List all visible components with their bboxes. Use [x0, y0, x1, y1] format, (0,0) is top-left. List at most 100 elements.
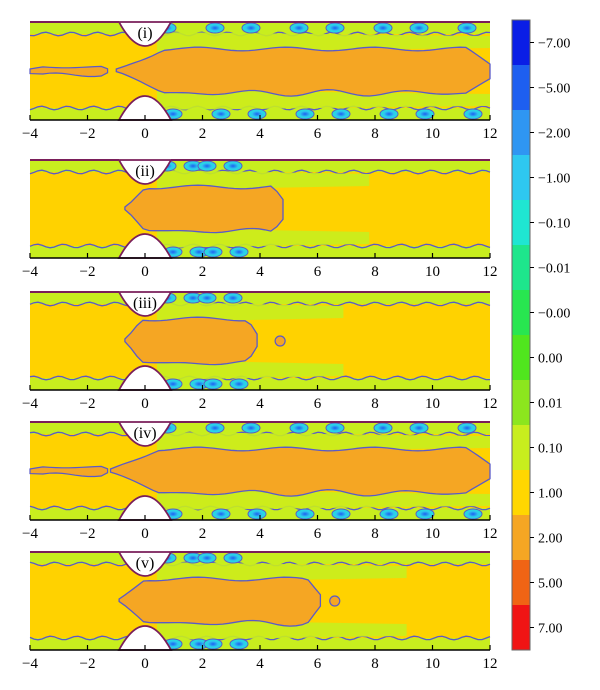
panel-label: (iv) [133, 425, 156, 442]
colorbar: −7.00 −5.00 −2.00 −1.00 −0.10 −0.01 −0.00 0.00 0… [511, 19, 570, 651]
vortex-top [197, 292, 217, 304]
core-region [115, 46, 491, 97]
vortex-bottom [203, 638, 223, 650]
colorbar-label: 0.00 [538, 352, 563, 367]
colorbar-segment [512, 20, 530, 66]
colorbar-segment [512, 560, 530, 606]
colorbar-label: 0.10 [538, 442, 563, 457]
contour-line-bottom [29, 243, 491, 249]
core-region [118, 576, 322, 627]
x-tick-label: 12 [483, 396, 498, 412]
x-tick-label: −4 [22, 656, 38, 672]
x-tick-label: −2 [80, 126, 96, 142]
colorbar-label: −0.00 [538, 307, 570, 322]
vortex-bottom [463, 108, 483, 120]
panel-4: (iv) −4 −2 0 2 4 6 8 10 12 [22, 421, 498, 542]
vortex-top [457, 22, 477, 34]
shear-band-bottom [157, 620, 407, 640]
x-tick-label: −4 [22, 264, 38, 280]
panels-group: (i) −4 −2 0 2 4 6 8 10 12 (ii) −4 −2 0 2 4 6 8 10 12 (iii) −4… [22, 21, 498, 672]
colorbar-segment [512, 335, 530, 381]
vortex-bottom [331, 108, 351, 120]
x-tick-label: −4 [22, 126, 38, 142]
x-tick-label: 2 [199, 126, 207, 142]
x-tick-label: −2 [80, 396, 96, 412]
x-tick-label: 8 [371, 526, 379, 542]
colorbar-segment [512, 515, 530, 561]
core-region [109, 446, 491, 497]
vortex-top [197, 552, 217, 564]
shear-band-top [157, 32, 490, 52]
shear-band-top [157, 432, 490, 452]
x-tick-label: 6 [314, 264, 322, 280]
x-tick-label: 2 [199, 526, 207, 542]
x-tick-label: 0 [141, 396, 149, 412]
colorbar-segment [512, 245, 530, 291]
vortex-top [325, 22, 345, 34]
x-tick-label: 12 [483, 526, 498, 542]
x-tick-label: 4 [256, 126, 264, 142]
colorbar-segment [512, 290, 530, 336]
vortex-bottom [211, 508, 231, 520]
vortex-top [289, 22, 309, 34]
panel-label: (ii) [135, 163, 155, 180]
vortex-top [241, 422, 261, 434]
detached-blob [329, 595, 341, 607]
vortex-bottom [295, 508, 315, 520]
shear-band-bottom [157, 90, 490, 110]
panel-label: (iii) [133, 295, 157, 312]
colorbar-label: 7.00 [538, 622, 563, 637]
x-tick-label: 6 [314, 126, 322, 142]
vortex-bottom [211, 108, 231, 120]
x-tick-label: 10 [425, 396, 440, 412]
shear-band-top [157, 562, 407, 582]
x-tick-label: 4 [256, 526, 264, 542]
wall-band-top [30, 292, 490, 304]
vortex-bottom [463, 508, 483, 520]
vortex-bottom [247, 108, 267, 120]
stenosis-bottom [117, 495, 173, 521]
contour-line-top [29, 561, 491, 567]
colorbar-frame [511, 19, 531, 651]
x-tick-label: 0 [141, 126, 149, 142]
vortex-bottom [247, 508, 267, 520]
panel-2: (ii) −4 −2 0 2 4 6 8 10 12 [22, 159, 498, 280]
vortex-top [289, 422, 309, 434]
stenosis-bottom [117, 95, 173, 121]
x-tick-label: −2 [80, 264, 96, 280]
x-tick-label: 0 [141, 264, 149, 280]
vortex-bottom [203, 378, 223, 390]
shear-band-bottom [157, 360, 344, 380]
vortex-top [457, 422, 477, 434]
vortex-bottom [229, 246, 249, 258]
x-tick-label: 10 [425, 264, 440, 280]
vortex-top [409, 22, 429, 34]
x-tick-label: 8 [371, 396, 379, 412]
vortex-bottom [415, 108, 435, 120]
vortex-top [223, 552, 243, 564]
stenosis-top [117, 551, 173, 577]
colorbar-label: −0.01 [538, 262, 570, 277]
colorbar-label: −1.00 [538, 172, 570, 187]
x-tick-label: −4 [22, 526, 38, 542]
x-tick-label: 2 [199, 656, 207, 672]
x-tick-label: 12 [483, 264, 498, 280]
x-tick-label: 8 [371, 264, 379, 280]
x-tick-label: 12 [483, 656, 498, 672]
colorbar-label: −7.00 [538, 37, 570, 52]
x-tick-label: 0 [141, 526, 149, 542]
panel-label: (v) [136, 555, 155, 572]
stenosis-top [117, 159, 173, 185]
x-tick-label: −2 [80, 656, 96, 672]
detached-blob [274, 335, 286, 347]
x-tick-label: 4 [256, 264, 264, 280]
colorbar-label: 2.00 [538, 532, 563, 547]
vortex-top [325, 422, 345, 434]
vortex-bottom [379, 508, 399, 520]
x-tick-label: 4 [256, 656, 264, 672]
vortex-top [197, 160, 217, 172]
x-tick-label: 10 [425, 526, 440, 542]
vortex-top [223, 160, 243, 172]
colorbar-label: −0.10 [538, 217, 570, 232]
vortex-top [241, 22, 261, 34]
